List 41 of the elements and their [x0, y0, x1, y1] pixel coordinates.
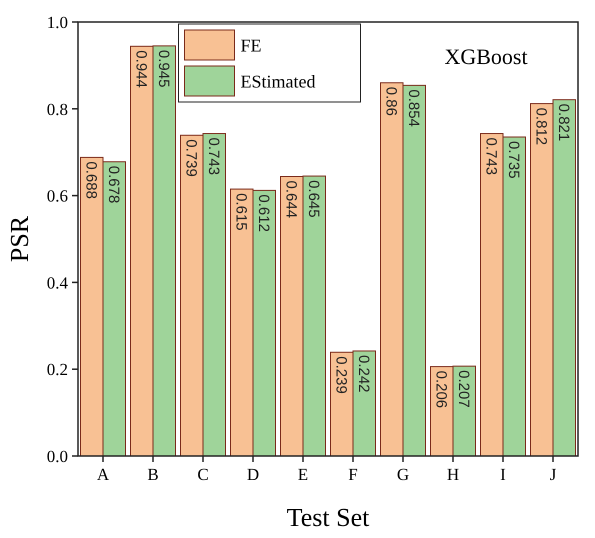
- y-tick-label: 0.4: [46, 273, 68, 292]
- data-label: 0.821: [555, 104, 572, 142]
- data-label: 0.644: [282, 180, 300, 218]
- data-label: 0.206: [432, 370, 450, 408]
- x-tick-label: J: [550, 465, 557, 484]
- data-label: 0.207: [455, 370, 472, 408]
- y-tick-label: 0.6: [46, 186, 68, 206]
- data-label: 0.854: [405, 89, 422, 127]
- data-label: 0.944: [132, 50, 150, 88]
- data-label: 0.735: [505, 141, 522, 179]
- data-label: 0.242: [355, 354, 372, 393]
- data-label: 0.612: [255, 194, 272, 232]
- data-label: 0.739: [182, 139, 200, 177]
- y-tick-label: 0.2: [46, 360, 68, 380]
- annotation: XGBoost: [444, 44, 528, 69]
- data-label: 0.86: [382, 86, 400, 116]
- x-tick-label: E: [298, 465, 308, 484]
- data-label: 0.743: [205, 138, 222, 176]
- legend-label: EStimated: [240, 71, 316, 92]
- x-tick-label: B: [147, 465, 159, 484]
- y-tick-label: 1.0: [46, 12, 68, 32]
- x-tick-label: D: [246, 465, 260, 484]
- x-tick-label: G: [396, 465, 410, 484]
- y-axis-title: PSR: [5, 215, 34, 262]
- x-tick-label: A: [96, 465, 110, 484]
- data-label: 0.812: [532, 108, 550, 146]
- y-tick-label: 0.8: [46, 100, 68, 119]
- legend-label: FE: [240, 35, 262, 56]
- x-axis-title: Test Set: [286, 503, 370, 532]
- data-label: 0.688: [82, 161, 100, 199]
- data-label: 0.645: [305, 180, 322, 218]
- data-label: 0.743: [482, 138, 500, 176]
- data-label: 0.615: [232, 193, 250, 231]
- x-tick-label: F: [348, 465, 358, 484]
- x-tick-label: C: [197, 465, 209, 484]
- x-tick-label: H: [446, 465, 460, 484]
- data-label: 0.239: [332, 356, 350, 394]
- y-tick-label: 0.0: [46, 446, 68, 466]
- x-tick-label: I: [500, 465, 506, 484]
- data-label: 0.945: [155, 50, 172, 88]
- data-label: 0.678: [105, 166, 122, 204]
